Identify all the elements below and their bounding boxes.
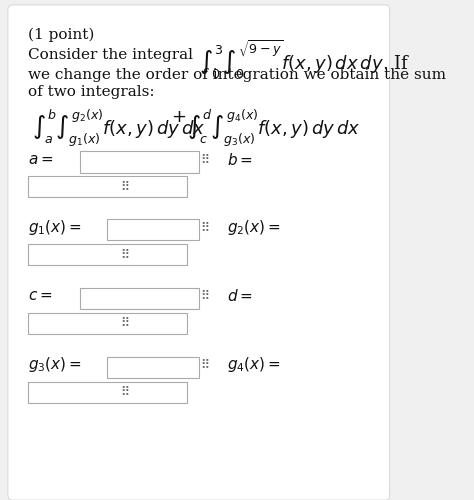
Text: ⠿: ⠿ [200, 290, 210, 302]
Text: $g_2(x) =$: $g_2(x) =$ [227, 218, 281, 237]
Text: of two integrals:: of two integrals: [28, 85, 155, 99]
Text: $+$: $+$ [171, 108, 186, 126]
FancyBboxPatch shape [28, 312, 187, 334]
Text: ⠿: ⠿ [121, 180, 130, 194]
Text: ⠿: ⠿ [200, 154, 210, 166]
FancyBboxPatch shape [108, 219, 199, 240]
Text: ⠿: ⠿ [200, 221, 210, 234]
FancyBboxPatch shape [28, 382, 187, 402]
Text: ⠿: ⠿ [121, 248, 130, 261]
FancyBboxPatch shape [28, 176, 187, 198]
Text: ⠿: ⠿ [121, 316, 130, 330]
FancyBboxPatch shape [80, 152, 199, 172]
Text: ⠿: ⠿ [200, 358, 210, 372]
Text: $\int_a^b \int_{g_1(x)}^{g_2(x)} f(x, y)\,dy\,dx$: $\int_a^b \int_{g_1(x)}^{g_2(x)} f(x, y)… [32, 108, 205, 149]
Text: $c =$: $c =$ [28, 289, 52, 303]
Text: $g_3(x) =$: $g_3(x) =$ [28, 356, 82, 374]
Text: $d =$: $d =$ [227, 288, 253, 304]
Text: Consider the integral: Consider the integral [28, 48, 193, 62]
Text: ⠿: ⠿ [121, 386, 130, 398]
Text: $\int_c^d \int_{g_3(x)}^{g_4(x)} f(x, y)\,dy\,dx$: $\int_c^d \int_{g_3(x)}^{g_4(x)} f(x, y)… [187, 108, 360, 149]
Text: $a =$: $a =$ [28, 153, 53, 167]
Text: $g_1(x) =$: $g_1(x) =$ [28, 218, 82, 237]
FancyBboxPatch shape [28, 244, 187, 265]
FancyBboxPatch shape [80, 288, 199, 308]
Text: $\int_0^3 \int_0^{\sqrt{9-y}} f(x, y)\,dx\,dy$. If: $\int_0^3 \int_0^{\sqrt{9-y}} f(x, y)\,d… [199, 39, 410, 81]
Text: $b =$: $b =$ [227, 152, 253, 168]
Text: we change the order of integration we obtain the sum: we change the order of integration we ob… [28, 68, 446, 82]
Text: $g_4(x) =$: $g_4(x) =$ [227, 356, 281, 374]
Text: (1 point): (1 point) [28, 28, 94, 42]
FancyBboxPatch shape [108, 356, 199, 378]
FancyBboxPatch shape [8, 5, 390, 500]
